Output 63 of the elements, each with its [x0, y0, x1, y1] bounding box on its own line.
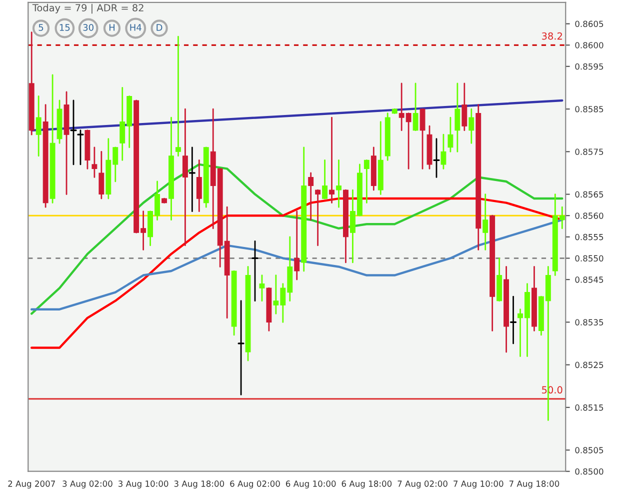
candlestick [70, 100, 77, 166]
y-tick-label: 0.8545 [575, 276, 604, 283]
annotation: 15 [60, 24, 70, 31]
candlestick [308, 172, 314, 221]
x-tick-label: 3 Aug 18:00 [174, 480, 224, 488]
y-tick-label: 0.8600 [575, 42, 604, 48]
candlestick [433, 138, 440, 178]
candlestick [188, 146, 196, 212]
annotation: H4 [130, 24, 142, 31]
candlestick [98, 150, 104, 200]
annotation: 38.2 [542, 32, 562, 40]
x-tick-label: 3 Aug 10:00 [118, 480, 168, 488]
candlestick [420, 108, 426, 170]
annotation: D [156, 24, 162, 31]
candlestick [336, 159, 342, 208]
y-tick-label: 0.8595 [575, 63, 604, 70]
annotation: 5 [38, 24, 44, 31]
y-tick-label: 0.8500 [575, 468, 604, 475]
y-tick-label: 0.8585 [575, 106, 604, 112]
annotation: Today = 79 | ADR = 82 [32, 4, 144, 14]
x-tick-label: 6 Aug 10:00 [286, 480, 336, 488]
candlestick [454, 82, 460, 152]
y-tick-label: 0.8515 [575, 404, 604, 411]
y-tick-label: 0.8575 [575, 148, 604, 155]
y-tick-label: 0.8550 [575, 255, 604, 262]
candlestick [36, 96, 42, 157]
line-series [30, 163, 564, 315]
y-tick-label: 0.8505 [575, 447, 604, 454]
candlestick [482, 194, 488, 250]
y-tick-label: 0.8555 [575, 234, 604, 240]
candlestick [182, 108, 188, 246]
x-tick-label: 3 Aug 02:00 [62, 480, 112, 488]
candlestick [468, 108, 474, 144]
candlestick [294, 210, 300, 280]
y-tick-label: 0.8525 [575, 362, 604, 368]
y-tick-label: 0.8565 [575, 191, 604, 198]
x-tick-label: 6 Aug 18:00 [342, 480, 392, 488]
x-tick-label: 2 Aug 2007 [8, 480, 55, 488]
candlestick [448, 116, 454, 152]
candlestick [329, 116, 334, 204]
candlestick [238, 300, 244, 396]
candlestick [315, 189, 321, 246]
candlestick [510, 296, 517, 344]
candlestick [77, 130, 84, 166]
annotation: 30 [83, 24, 94, 31]
candlestick [252, 240, 258, 302]
x-tick-label: 7 Aug 10:00 [454, 480, 504, 488]
y-tick-label: 0.8605 [575, 20, 604, 28]
candlestick [196, 159, 202, 212]
candlestick [322, 159, 328, 200]
candlestick [175, 36, 181, 157]
y-tick-label: 0.8535 [575, 319, 604, 326]
candlestick [92, 146, 98, 178]
candlestick [364, 159, 370, 204]
x-tick-label: 7 Aug 02:00 [398, 480, 448, 488]
x-tick-label: 7 Aug 18:00 [509, 480, 560, 488]
y-tick-label: 0.8560 [575, 212, 604, 219]
x-tick-label: 6 Aug 02:00 [230, 480, 280, 488]
candlestick [412, 82, 418, 132]
candlestick [259, 274, 265, 302]
candlestick [440, 134, 446, 170]
annotation: H [109, 24, 114, 31]
candlestick [462, 82, 468, 132]
